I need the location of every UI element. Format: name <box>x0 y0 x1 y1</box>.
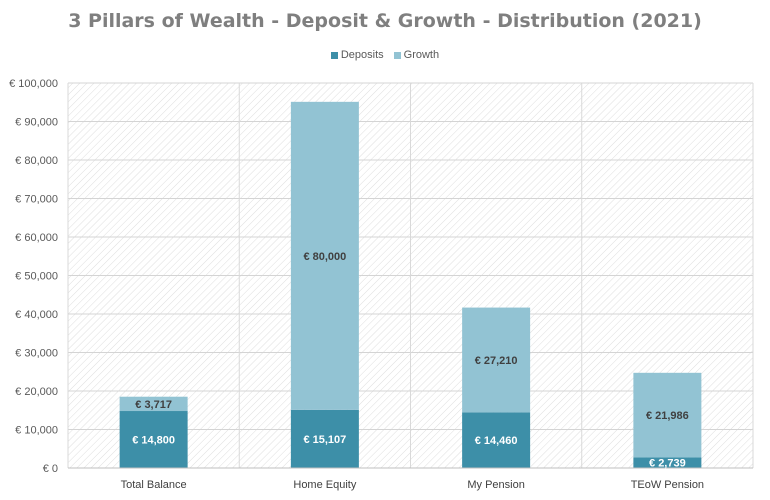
data-label-growth-3: € 27,210 <box>475 355 518 367</box>
bar-deposits-3 <box>462 412 531 468</box>
legend-entry-deposits: Deposits <box>330 49 384 61</box>
data-label-deposits-1: € 14,800 <box>132 435 175 447</box>
y-tick-label: € 10,000 <box>15 425 58 437</box>
data-label-growth-2: € 80,000 <box>303 251 346 263</box>
data-label-deposits-4: € 2,739 <box>649 458 686 470</box>
x-category-label: My Pension <box>467 479 524 491</box>
y-tick-label: € 0 <box>43 463 58 475</box>
y-tick-label: € 60,000 <box>15 232 58 244</box>
data-label-deposits-3: € 14,460 <box>475 435 518 447</box>
bar-deposits-2 <box>290 409 359 468</box>
data-label-growth-4: € 21,986 <box>646 410 689 422</box>
bar-growth-4 <box>633 372 702 458</box>
y-tick-label: € 80,000 <box>15 155 58 167</box>
chart-title: 3 Pillars of Wealth - Deposit & Growth -… <box>68 10 702 32</box>
x-category-label: Total Balance <box>121 479 187 491</box>
y-tick-label: € 50,000 <box>15 271 58 283</box>
legend: Deposits Growth <box>0 49 770 61</box>
legend-swatch-growth <box>393 51 401 59</box>
y-tick-label: € 40,000 <box>15 309 58 321</box>
y-tick-label: € 70,000 <box>15 194 58 206</box>
legend-swatch-deposits <box>330 51 338 59</box>
y-tick-label: € 100,000 <box>9 78 58 90</box>
y-tick-label: € 20,000 <box>15 386 58 398</box>
bar-deposits-4 <box>633 457 702 468</box>
y-tick-label: € 30,000 <box>15 348 58 360</box>
bar-deposits-1 <box>119 411 188 468</box>
legend-label-deposits: Deposits <box>340 49 384 61</box>
bar-growth-1 <box>119 396 188 412</box>
y-tick-label: € 90,000 <box>15 117 58 129</box>
x-category-label: Home Equity <box>293 479 356 491</box>
data-label-deposits-2: € 15,107 <box>303 434 346 446</box>
data-label-growth-1: € 3,717 <box>135 399 172 411</box>
legend-label-growth: Growth <box>403 49 440 61</box>
bar-growth-3 <box>462 307 531 413</box>
x-category-label: TEoW Pension <box>631 479 704 491</box>
legend-entry-growth: Growth <box>393 49 440 61</box>
bar-growth-2 <box>290 101 359 410</box>
